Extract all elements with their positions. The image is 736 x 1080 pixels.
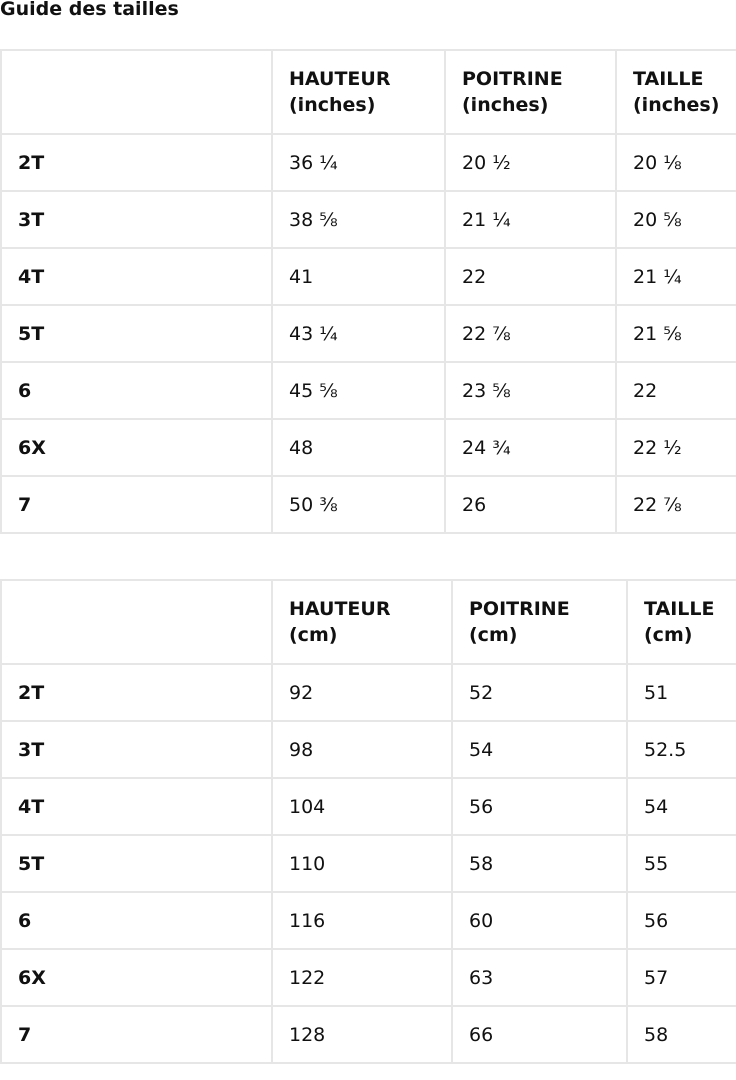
measurement-cell: 50 ⅜ [271,475,446,534]
size-label: 5T [0,834,273,893]
table-row: 2T 36 ¼ 20 ½ 20 ⅛ [0,133,736,192]
measurement-cell: 116 [271,891,453,950]
size-label: 6 [0,361,273,420]
measurement-cell: 36 ¼ [271,133,446,192]
table-row: 2T 92 52 51 [0,663,736,722]
table-row: 7 50 ⅜ 26 22 ⅞ [0,475,736,534]
size-label: 6 [0,891,273,950]
table-row: 3T 98 54 52.5 [0,720,736,779]
header-cell: POITRINE (inches) [444,49,617,135]
measurement-cell: 58 [451,834,628,893]
size-label: 3T [0,190,273,249]
table-row: 4T 104 56 54 [0,777,736,836]
header-unit: (inches) [462,94,549,116]
measurement-cell: 58 [626,1005,736,1064]
measurement-cell: 55 [626,834,736,893]
size-label: 2T [0,133,273,192]
header-label: TAILLE [633,68,704,90]
table-row: 5T 43 ¼ 22 ⅞ 21 ⅝ [0,304,736,363]
measurement-cell: 23 ⅝ [444,361,617,420]
measurement-cell: 20 ½ [444,133,617,192]
header-cell: TAILLE (cm) [626,579,736,665]
size-label: 4T [0,777,273,836]
measurement-cell: 56 [626,891,736,950]
measurement-cell: 22 ⅞ [615,475,736,534]
header-label: HAUTEUR [289,598,391,620]
table-row: 5T 110 58 55 [0,834,736,893]
measurement-cell: 52.5 [626,720,736,779]
measurement-cell: 60 [451,891,628,950]
measurement-cell: 22 [615,361,736,420]
measurement-cell: 22 ½ [615,418,736,477]
header-cell: HAUTEUR (inches) [271,49,446,135]
size-label: 2T [0,663,273,722]
measurement-cell: 20 ⅝ [615,190,736,249]
measurement-cell: 98 [271,720,453,779]
header-cell: TAILLE (inches) [615,49,736,135]
header-unit: (cm) [644,624,693,646]
header-label: HAUTEUR [289,68,391,90]
size-label: 7 [0,475,273,534]
measurement-cell: 43 ¼ [271,304,446,363]
table-row: 6X 122 63 57 [0,948,736,1007]
measurement-cell: 128 [271,1005,453,1064]
measurement-cell: 38 ⅝ [271,190,446,249]
table-header-row: HAUTEUR (inches) POITRINE (inches) TAILLE (in… [0,49,736,135]
header-unit: (inches) [289,94,376,116]
header-cell: HAUTEUR (cm) [271,579,453,665]
measurement-cell: 57 [626,948,736,1007]
measurement-cell: 63 [451,948,628,1007]
table-header-row: HAUTEUR (cm) POITRINE (cm) TAILLE (cm) [0,579,736,665]
measurement-cell: 48 [271,418,446,477]
header-unit: (inches) [633,94,720,116]
measurement-cell: 21 ¼ [444,190,617,249]
size-label: 7 [0,1005,273,1064]
table-row: 6 45 ⅝ 23 ⅝ 22 [0,361,736,420]
measurement-cell: 92 [271,663,453,722]
measurement-cell: 45 ⅝ [271,361,446,420]
header-cell: POITRINE (cm) [451,579,628,665]
size-table-inches: HAUTEUR (inches) POITRINE (inches) TAILLE (in… [0,49,736,534]
measurement-cell: 104 [271,777,453,836]
table-row: 3T 38 ⅝ 21 ¼ 20 ⅝ [0,190,736,249]
measurement-cell: 21 ⅝ [615,304,736,363]
measurement-cell: 110 [271,834,453,893]
measurement-cell: 51 [626,663,736,722]
size-label: 6X [0,418,273,477]
header-cell-empty [0,579,273,665]
measurement-cell: 54 [626,777,736,836]
measurement-cell: 66 [451,1005,628,1064]
size-label: 6X [0,948,273,1007]
measurement-cell: 41 [271,247,446,306]
table-row: 7 128 66 58 [0,1005,736,1064]
table-row: 6 116 60 56 [0,891,736,950]
header-cell-empty [0,49,273,135]
measurement-cell: 21 ¼ [615,247,736,306]
measurement-cell: 22 [444,247,617,306]
measurement-cell: 26 [444,475,617,534]
size-label: 3T [0,720,273,779]
header-label: POITRINE [462,68,563,90]
header-label: POITRINE [469,598,570,620]
size-label: 5T [0,304,273,363]
measurement-cell: 24 ¾ [444,418,617,477]
header-unit: (cm) [469,624,518,646]
measurement-cell: 122 [271,948,453,1007]
measurement-cell: 22 ⅞ [444,304,617,363]
table-row: 6X 48 24 ¾ 22 ½ [0,418,736,477]
measurement-cell: 52 [451,663,628,722]
measurement-cell: 54 [451,720,628,779]
size-table-cm: HAUTEUR (cm) POITRINE (cm) TAILLE (cm) 2T 92 52… [0,579,736,1064]
header-unit: (cm) [289,624,338,646]
measurement-cell: 20 ⅛ [615,133,736,192]
header-label: TAILLE [644,598,715,620]
size-label: 4T [0,247,273,306]
measurement-cell: 56 [451,777,628,836]
page-title: Guide des tailles [0,0,179,20]
table-row: 4T 41 22 21 ¼ [0,247,736,306]
